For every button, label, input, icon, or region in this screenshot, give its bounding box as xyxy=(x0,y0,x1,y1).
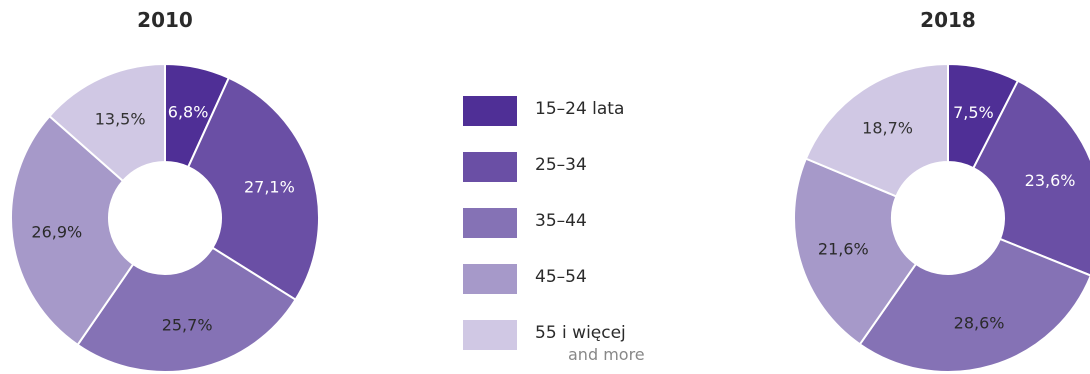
legend-item-15-24: 15–24 lata xyxy=(463,96,683,136)
slice-label-1-1: 23,6% xyxy=(1025,171,1076,190)
legend-label-45-54: 45–54 xyxy=(535,267,587,287)
legend-sublabel-55-plus: and more xyxy=(568,345,645,364)
legend-item-55-plus: 55 i więcej and more xyxy=(463,320,683,364)
slice-label-1-0: 7,5% xyxy=(953,103,994,122)
slice-label-1-2: 28,6% xyxy=(954,313,1005,332)
legend-label-15-24: 15–24 lata xyxy=(535,99,625,119)
slice-label-0-2: 25,7% xyxy=(162,316,213,335)
slice-0-3 xyxy=(10,114,135,347)
legend-item-45-54: 45–54 xyxy=(463,264,683,304)
legend-item-25-34: 25–34 xyxy=(463,152,683,192)
slice-label-0-1: 27,1% xyxy=(244,178,295,197)
slice-label-0-3: 26,9% xyxy=(31,222,82,241)
legend-item-35-44: 35–44 xyxy=(463,208,683,248)
slice-1-2 xyxy=(858,237,1090,373)
slice-label-0-0: 6,8% xyxy=(168,102,209,121)
slice-1-1 xyxy=(972,79,1090,277)
slice-0-4 xyxy=(48,62,166,183)
slice-label-1-3: 21,6% xyxy=(818,239,869,258)
legend-swatch-25-34 xyxy=(463,152,517,182)
chart-title-2018: 2018 xyxy=(920,8,976,32)
legend-swatch-45-54 xyxy=(463,264,517,294)
legend-label-25-34: 25–34 xyxy=(535,155,587,175)
legend-swatch-35-44 xyxy=(463,208,517,238)
slice-1-4 xyxy=(804,62,949,198)
slice-label-1-4: 18,7% xyxy=(862,118,913,137)
legend-label-35-44: 35–44 xyxy=(535,211,587,231)
legend-label-55-plus: 55 i więcej xyxy=(535,323,626,343)
chart-title-2010: 2010 xyxy=(137,8,193,32)
legend-swatch-55-plus xyxy=(463,320,517,350)
legend-swatch-15-24 xyxy=(463,96,517,126)
slice-label-0-4: 13,5% xyxy=(95,110,146,129)
slice-0-1 xyxy=(186,76,320,302)
slice-0-2 xyxy=(76,246,297,373)
slice-1-3 xyxy=(793,157,918,346)
